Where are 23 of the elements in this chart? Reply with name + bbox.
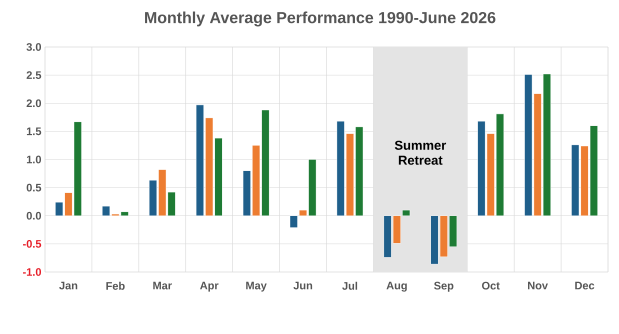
y-tick-label: 0.5: [26, 184, 42, 192]
x-tick-label: Feb: [106, 282, 125, 290]
y-tick-label: 1.0: [26, 156, 42, 164]
x-tick-label: Apr: [200, 282, 218, 292]
chart-title: Monthly Average Performance 1990-June 2026: [145, 12, 496, 26]
y-tick-label: -0.5: [23, 240, 42, 248]
y-tick-label: 2.0: [26, 99, 42, 108]
x-tick-label: Jul: [342, 282, 358, 290]
y-tick-label: 2.5: [26, 71, 42, 80]
y-tick-label: 0.0: [26, 212, 42, 220]
x-tick-label: Sep: [434, 282, 454, 292]
x-tick-label: Aug: [386, 282, 407, 292]
y-tick-label: 3.0: [26, 43, 42, 51]
y-tick-label: 1.5: [26, 128, 42, 136]
x-tick-label: Oct: [482, 282, 500, 290]
x-tick-label: Nov: [528, 282, 548, 290]
x-tick-label: Jan: [59, 282, 78, 290]
band-label: Summer Retreat: [394, 140, 446, 165]
y-tick-label: -1.0: [23, 268, 42, 276]
x-tick-label: Dec: [575, 282, 594, 290]
x-tick-label: Jun: [293, 282, 312, 290]
x-tick-label: Mar: [153, 282, 172, 290]
x-tick-label: May: [246, 282, 267, 292]
